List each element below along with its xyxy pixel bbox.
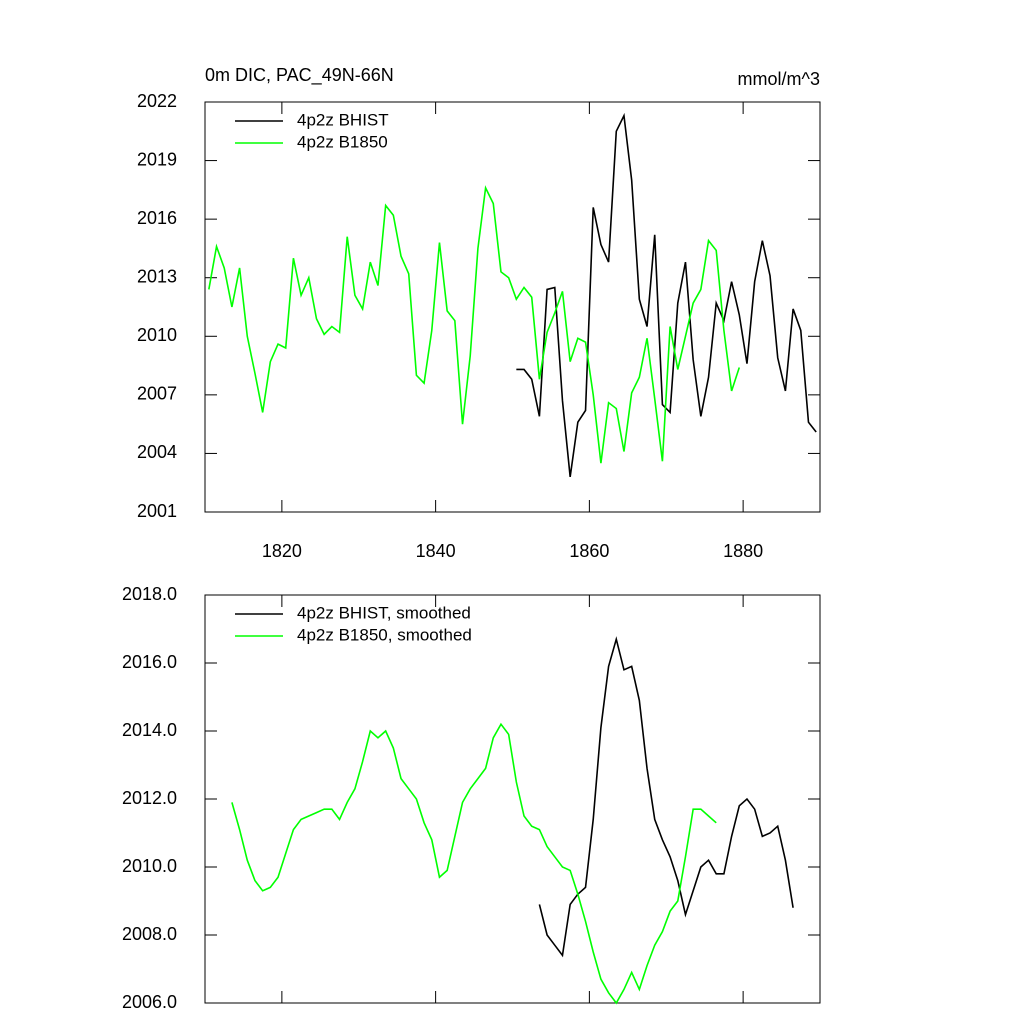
- y-tick-label: 2016.0: [122, 652, 177, 672]
- data-line: [231, 722, 717, 1005]
- x-tick-label: 1880: [723, 541, 763, 561]
- y-tick-label: 2016: [137, 208, 177, 228]
- y-tick-label: 2014.0: [122, 720, 177, 740]
- data-line: [208, 185, 741, 464]
- legend-label: 4p2z B1850: [297, 132, 388, 151]
- x-tick-label: 1840: [416, 541, 456, 561]
- y-tick-label: 2019: [137, 149, 177, 169]
- chart-title: 0m DIC, PAC_49N-66N: [205, 65, 394, 86]
- y-tick-label: 2004: [137, 442, 177, 462]
- x-tick-label: 1820: [262, 541, 302, 561]
- plot-frame: [204, 101, 821, 513]
- legend-label: 4p2z B1850, smoothed: [297, 625, 472, 644]
- y-tick-label: 2010: [137, 325, 177, 345]
- y-tick-label: 2010.0: [122, 856, 177, 876]
- y-tick-label: 2007: [137, 384, 177, 404]
- y-tick-label: 2001: [137, 501, 177, 521]
- units-label: mmol/m^3: [738, 69, 820, 89]
- y-tick-label: 2012.0: [122, 788, 177, 808]
- y-tick-label: 2018.0: [122, 584, 177, 604]
- plot-frame: [204, 594, 821, 1004]
- x-tick-label: 1860: [569, 541, 609, 561]
- y-tick-label: 2022: [137, 91, 177, 111]
- legend-label: 4p2z BHIST, smoothed: [297, 603, 471, 622]
- data-line: [516, 112, 817, 477]
- y-tick-label: 2006.0: [122, 992, 177, 1012]
- y-tick-label: 2013: [137, 266, 177, 286]
- data-line: [538, 636, 794, 958]
- y-tick-label: 2008.0: [122, 924, 177, 944]
- legend-label: 4p2z BHIST: [297, 110, 389, 129]
